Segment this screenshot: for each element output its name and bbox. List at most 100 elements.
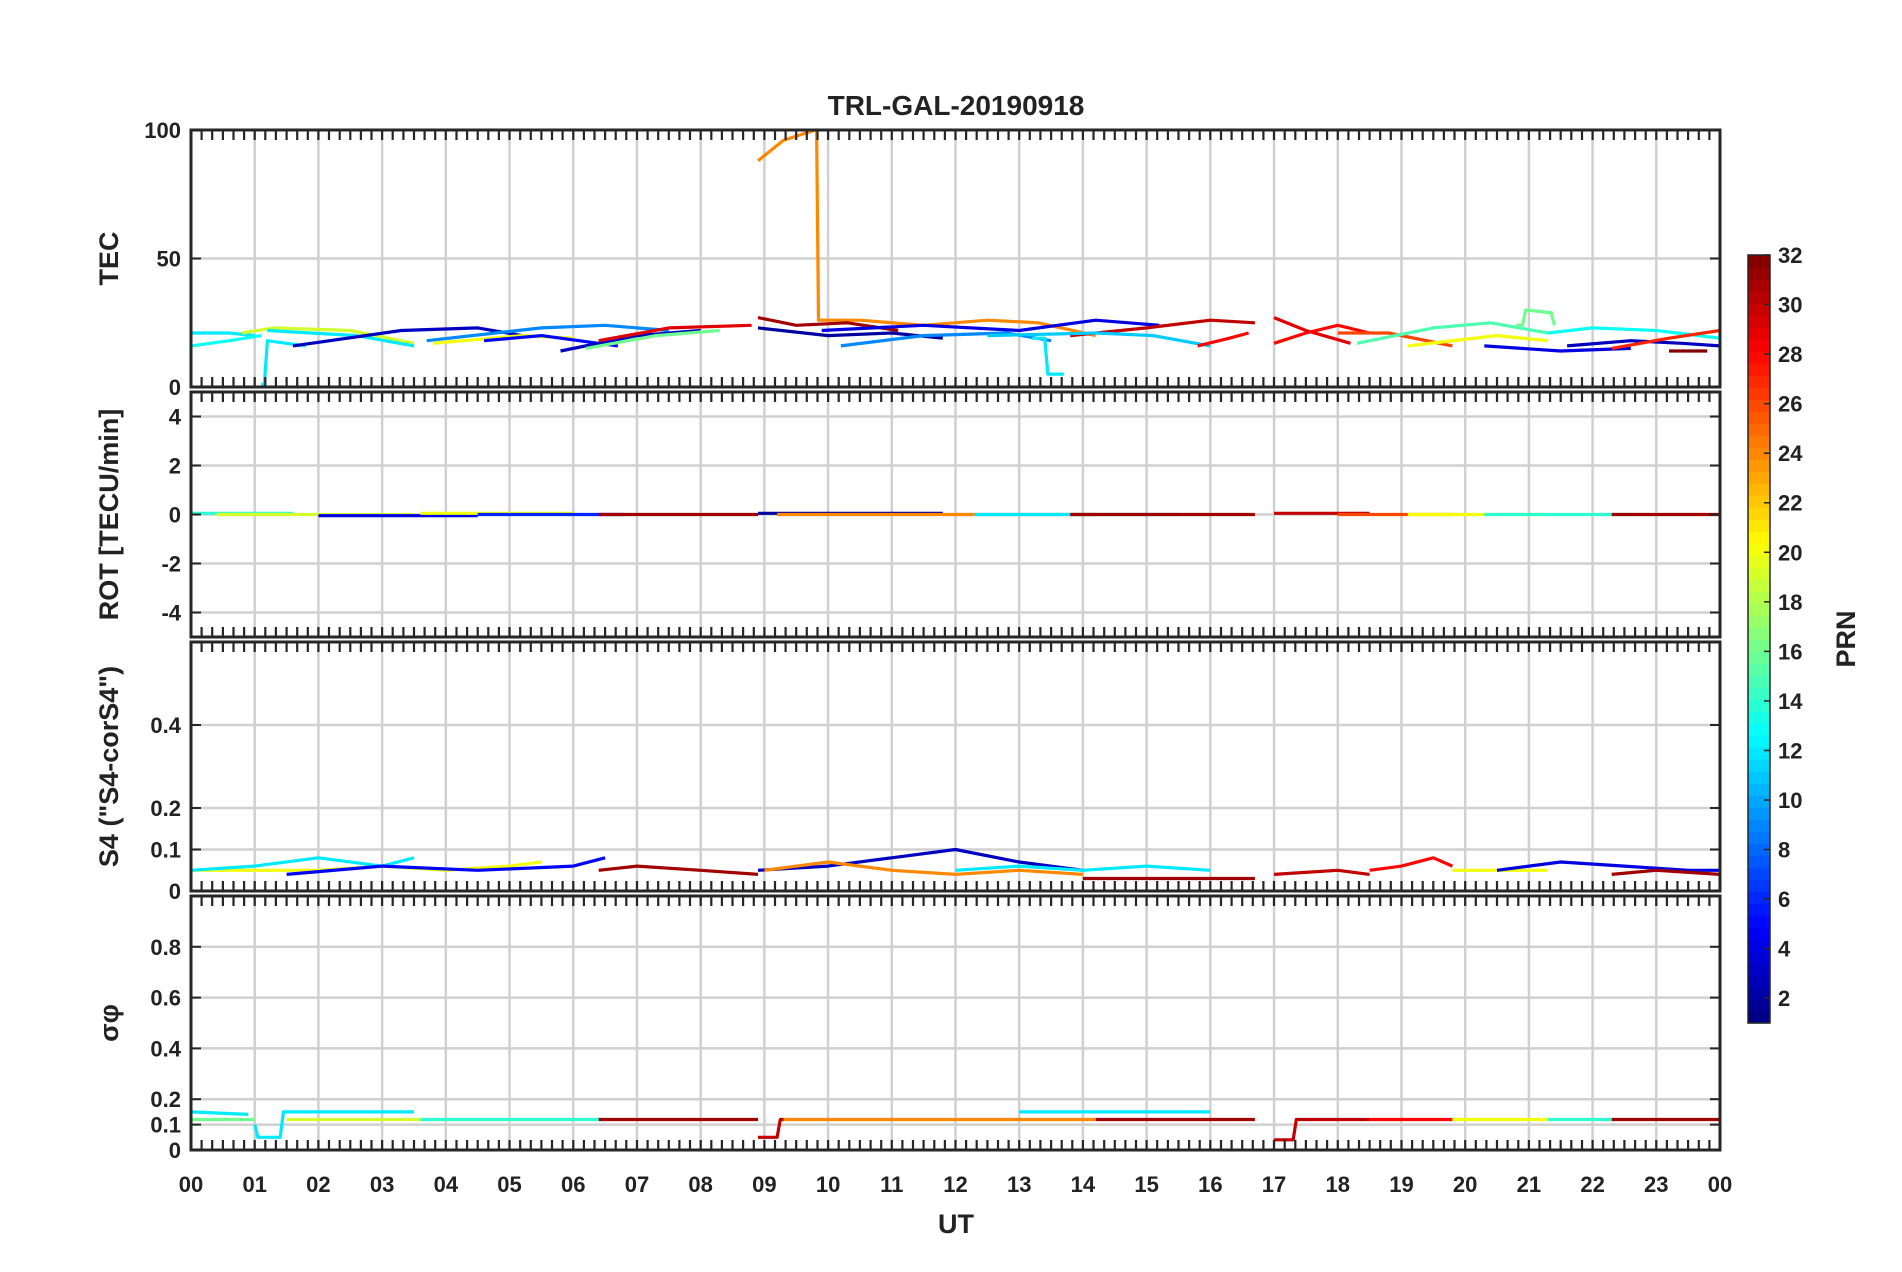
x-tick-label: 06 bbox=[561, 1172, 585, 1197]
series-prn-12 bbox=[1031, 336, 1064, 376]
y-tick-label: 0.2 bbox=[150, 1087, 181, 1112]
colorbar-segment bbox=[1748, 771, 1770, 784]
series-prn-5 bbox=[483, 334, 619, 348]
colorbar-segment bbox=[1748, 351, 1770, 364]
colorbar-segment bbox=[1748, 927, 1770, 940]
series-prn-12 bbox=[261, 339, 306, 386]
colorbar-segment bbox=[1748, 483, 1770, 496]
x-tick-label: 15 bbox=[1134, 1172, 1158, 1197]
x-tick-label: 16 bbox=[1198, 1172, 1222, 1197]
x-minor-ticks bbox=[189, 642, 1722, 891]
series-prn-19 bbox=[241, 326, 415, 345]
colorbar-segment bbox=[1748, 543, 1770, 556]
x-tick-label: 13 bbox=[1007, 1172, 1031, 1197]
colorbar-segment bbox=[1748, 663, 1770, 676]
colorbar-segment bbox=[1748, 555, 1770, 568]
y-tick-label: 0 bbox=[169, 879, 181, 904]
colorbar-segment bbox=[1748, 807, 1770, 820]
colorbar-segment bbox=[1748, 567, 1770, 580]
colorbar-segment bbox=[1748, 315, 1770, 328]
colorbar-segment bbox=[1748, 783, 1770, 796]
colorbar-tick-label: 8 bbox=[1778, 838, 1790, 863]
colorbar-segment bbox=[1748, 999, 1770, 1012]
series-prn-15 bbox=[1356, 321, 1549, 345]
x-tick-label: 20 bbox=[1453, 1172, 1477, 1197]
y-tick-label: 0.4 bbox=[150, 1036, 181, 1061]
colorbar-tick-label: 14 bbox=[1778, 689, 1803, 714]
x-tick-label: 12 bbox=[943, 1172, 967, 1197]
colorbar-tick-label: 24 bbox=[1778, 441, 1803, 466]
colorbar-segment bbox=[1748, 699, 1770, 712]
colorbar-segment bbox=[1748, 375, 1770, 388]
series-prn-20 bbox=[1407, 334, 1549, 348]
colorbar-segment bbox=[1748, 855, 1770, 868]
colorbar-segment bbox=[1748, 903, 1770, 916]
x-tick-label: 17 bbox=[1262, 1172, 1286, 1197]
series-prn-29 bbox=[598, 323, 752, 343]
x-axis-label: UT bbox=[938, 1209, 974, 1239]
y-tick-label: 50 bbox=[157, 247, 181, 272]
x-tick-label: 05 bbox=[497, 1172, 521, 1197]
colorbar-segment bbox=[1748, 471, 1770, 484]
colorbar-segment bbox=[1748, 387, 1770, 400]
colorbar-segment bbox=[1748, 627, 1770, 640]
y-axis-label: TEC bbox=[94, 232, 124, 286]
colorbar-tick-label: 10 bbox=[1778, 788, 1802, 813]
x-tick-label: 19 bbox=[1389, 1172, 1413, 1197]
colorbar-segment bbox=[1748, 279, 1770, 292]
colorbar-segment bbox=[1748, 687, 1770, 700]
x-tick-label: 01 bbox=[242, 1172, 266, 1197]
colorbar-segment bbox=[1748, 579, 1770, 592]
colorbar-segment bbox=[1748, 915, 1770, 928]
panel-2: -4 -2 0 2 4 ROT [TECU/min] bbox=[94, 390, 1722, 639]
colorbar-tick-label: 22 bbox=[1778, 491, 1802, 516]
colorbar-tick-label: 16 bbox=[1778, 639, 1802, 664]
series-prn-12 bbox=[191, 331, 255, 338]
colorbar-segment bbox=[1748, 591, 1770, 604]
series-prn-27 bbox=[1611, 328, 1721, 350]
colorbar-segment bbox=[1748, 411, 1770, 424]
series-prn-12 bbox=[190, 1110, 249, 1116]
y-axis-label: S4 ("S4-corS4") bbox=[94, 666, 124, 867]
x-tick-label: 00 bbox=[1708, 1172, 1732, 1197]
colorbar-segment bbox=[1748, 615, 1770, 628]
series-prn-5 bbox=[286, 856, 606, 876]
series-prn-12 bbox=[253, 1110, 414, 1139]
colorbar-segment bbox=[1748, 267, 1770, 280]
y-tick-label: 2 bbox=[169, 454, 181, 479]
x-minor-ticks bbox=[189, 392, 1722, 637]
colorbar-tick-label: 4 bbox=[1778, 937, 1791, 962]
series-prn-13 bbox=[190, 334, 262, 348]
colorbar-segment bbox=[1748, 879, 1770, 892]
colorbar-tick-label: 26 bbox=[1778, 392, 1802, 417]
y-tick-label: 0 bbox=[169, 375, 181, 400]
colorbar-segment bbox=[1748, 519, 1770, 532]
colorbar-segment bbox=[1748, 639, 1770, 652]
colorbar-tick-label: 6 bbox=[1778, 887, 1790, 912]
colorbar-segment bbox=[1748, 819, 1770, 832]
colorbar-segment bbox=[1748, 447, 1770, 460]
x-minor-ticks bbox=[189, 896, 1722, 1150]
colorbar-segment bbox=[1748, 675, 1770, 688]
series-prn-31 bbox=[1611, 868, 1721, 876]
y-tick-label: -2 bbox=[161, 552, 181, 577]
panel-4: 00.10.2 0.4 0.6 0.8 σφ bbox=[94, 894, 1722, 1163]
colorbar-segment bbox=[1748, 603, 1770, 616]
series-prn-24 bbox=[756, 128, 1097, 338]
colorbar-tick-label: 2 bbox=[1778, 986, 1790, 1011]
colorbar-label: PRN bbox=[1831, 610, 1861, 667]
y-tick-label: 0.1 bbox=[150, 1113, 181, 1138]
x-tick-label: 22 bbox=[1580, 1172, 1604, 1197]
colorbar-segment bbox=[1748, 723, 1770, 736]
colorbar-segment bbox=[1748, 747, 1770, 760]
series-prn-29 bbox=[1273, 316, 1351, 345]
series-prn-4 bbox=[1484, 344, 1631, 353]
colorbar-segment bbox=[1748, 339, 1770, 352]
colorbar-segment bbox=[1748, 987, 1770, 1000]
colorbar-segment bbox=[1748, 327, 1770, 340]
y-tick-label: 0 bbox=[169, 1138, 181, 1163]
y-tick-label: 0.2 bbox=[150, 796, 181, 821]
